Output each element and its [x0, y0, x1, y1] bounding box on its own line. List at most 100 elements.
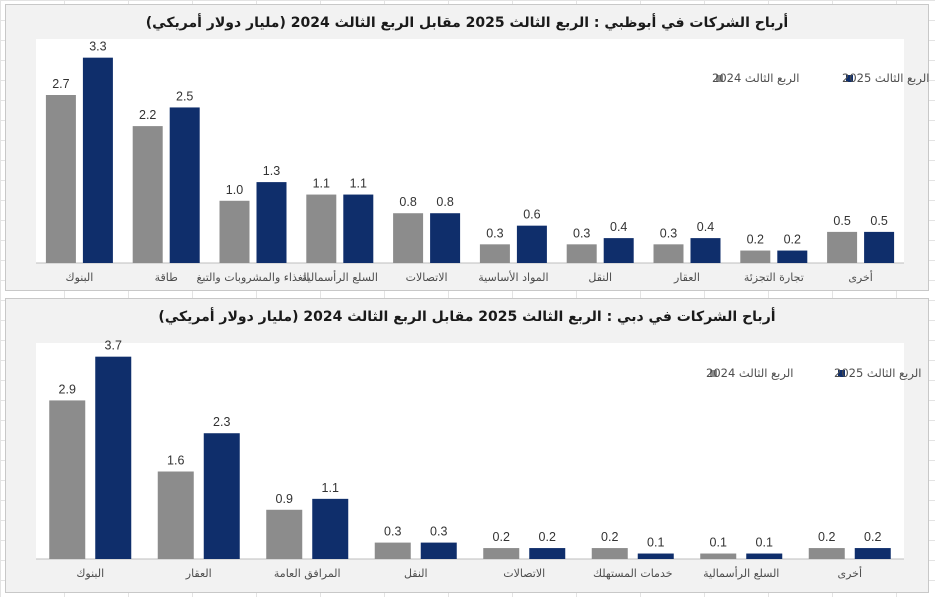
category-label: العقار: [673, 271, 700, 284]
category-label: المرافق العامة: [274, 567, 341, 581]
category-label: النقل: [404, 567, 428, 580]
data-label: 0.1: [756, 536, 773, 550]
data-label: 0.1: [710, 536, 727, 550]
data-label: 3.7: [105, 339, 122, 353]
data-label: 2.5: [176, 89, 193, 103]
data-label: 0.8: [399, 195, 416, 209]
bar-q3-2025: [256, 182, 287, 263]
legend-label: الربع الثالث 2024: [712, 71, 799, 86]
data-label: 0.4: [697, 220, 714, 234]
bar-q3-2024: [157, 471, 194, 559]
abudhabi-chart-panel: أرباح الشركات في أبوظبي : الربع الثالث 2…: [5, 4, 929, 291]
bar-q3-2025: [343, 194, 374, 263]
data-label: 2.3: [213, 415, 230, 429]
category-label: السلع الرأسمالية: [703, 566, 779, 580]
data-label: 1.1: [313, 177, 330, 191]
data-label: 1.1: [350, 177, 367, 191]
category-label: تجارة التجزئة: [744, 271, 804, 284]
data-label: 0.2: [539, 530, 556, 544]
category-label: الاتصالات: [503, 567, 545, 580]
category-label: أخرى: [837, 566, 862, 580]
legend-swatch: [710, 370, 717, 377]
data-label: 0.2: [747, 233, 764, 247]
data-label: 3.3: [89, 40, 106, 54]
bar-q3-2025: [516, 225, 547, 263]
data-label: 0.8: [436, 195, 453, 209]
data-label: 0.5: [833, 214, 850, 228]
bar-q3-2025: [430, 213, 461, 263]
bar-q3-2025: [312, 498, 349, 559]
data-label: 1.0: [226, 183, 243, 197]
data-label: 0.3: [486, 226, 503, 240]
bar-q3-2024: [306, 194, 337, 263]
bar-q3-2025: [420, 542, 457, 559]
data-label: 1.6: [167, 454, 184, 468]
bar-q3-2025: [864, 231, 895, 263]
bar-q3-2024: [808, 548, 845, 559]
abudhabi-bar-chart: 2.7 3.3 البنوك 2.2 2.5 طاقة 1.0 1.3 الغذاء والمش…: [36, 39, 929, 284]
data-label: 2.2: [139, 108, 156, 122]
bar-q3-2025: [529, 548, 566, 559]
data-label: 0.2: [493, 530, 510, 544]
data-label: 2.9: [59, 382, 76, 396]
bar-q3-2024: [591, 548, 628, 559]
bar-q3-2025: [82, 57, 113, 263]
data-label: 0.2: [784, 233, 801, 247]
legend-label: الربع الثالث 2025: [842, 71, 929, 86]
bar-q3-2024: [393, 213, 424, 263]
bar-q3-2025: [690, 238, 721, 263]
bar-q3-2025: [777, 250, 808, 263]
bar-q3-2025: [637, 553, 674, 559]
legend-swatch: [838, 370, 845, 377]
category-label: النقل: [588, 271, 612, 284]
bar-q3-2025: [169, 107, 200, 263]
bar-q3-2024: [566, 244, 597, 263]
dubai-chart-title: أرباح الشركات في دبي : الربع الثالث 2025…: [158, 309, 776, 325]
category-label: السلع الرأسمالية: [302, 270, 378, 284]
bar-q3-2024: [374, 542, 411, 559]
data-label: 0.6: [523, 208, 540, 222]
bar-q3-2024: [49, 400, 86, 559]
data-label: 0.3: [660, 226, 677, 240]
bar-q3-2024: [266, 509, 303, 559]
dubai-chart-panel: أرباح الشركات في دبي : الربع الثالث 2025…: [5, 298, 929, 593]
data-label: 0.9: [276, 492, 293, 506]
category-label: المواد الأساسية: [478, 270, 548, 284]
bar-q3-2024: [827, 231, 858, 263]
category-label: البنوك: [66, 271, 94, 284]
bar-q3-2025: [603, 238, 634, 263]
data-label: 2.7: [52, 77, 69, 91]
data-label: 1.3: [263, 164, 280, 178]
data-label: 0.2: [601, 530, 618, 544]
data-label: 0.2: [864, 530, 881, 544]
dubai-bar-chart: 2.9 3.7 البنوك 1.6 2.3 العقار 0.9 1.1 المرافق ال…: [36, 339, 921, 581]
bar-q3-2024: [479, 244, 510, 263]
category-label: خدمات المستهلك: [593, 567, 673, 580]
data-label: 0.3: [573, 226, 590, 240]
bar-q3-2025: [95, 356, 132, 559]
data-label: 1.1: [322, 481, 339, 495]
abudhabi-chart-title: أرباح الشركات في أبوظبي : الربع الثالث 2…: [145, 15, 789, 31]
category-label: أخرى: [848, 270, 873, 284]
data-label: 0.3: [384, 525, 401, 539]
bar-q3-2025: [746, 553, 783, 559]
bar-q3-2024: [45, 95, 76, 263]
data-label: 0.5: [870, 214, 887, 228]
category-label: طاقة: [155, 271, 179, 284]
data-label: 0.4: [610, 220, 627, 234]
category-label: البنوك: [76, 567, 104, 580]
bar-q3-2024: [653, 244, 684, 263]
bar-q3-2024: [132, 126, 163, 263]
legend-swatch: [846, 75, 853, 82]
bar-q3-2024: [700, 553, 737, 559]
bar-q3-2025: [203, 433, 240, 559]
bar-q3-2024: [219, 200, 250, 263]
data-label: 0.3: [430, 525, 447, 539]
bar-q3-2024: [740, 250, 771, 263]
category-label: العقار: [185, 567, 212, 580]
category-label: الغذاء والمشروبات والتبغ: [197, 271, 310, 284]
legend-label: الربع الثالث 2025: [834, 366, 921, 381]
bar-q3-2025: [854, 548, 891, 559]
data-label: 0.2: [818, 530, 835, 544]
legend-swatch: [716, 75, 723, 82]
